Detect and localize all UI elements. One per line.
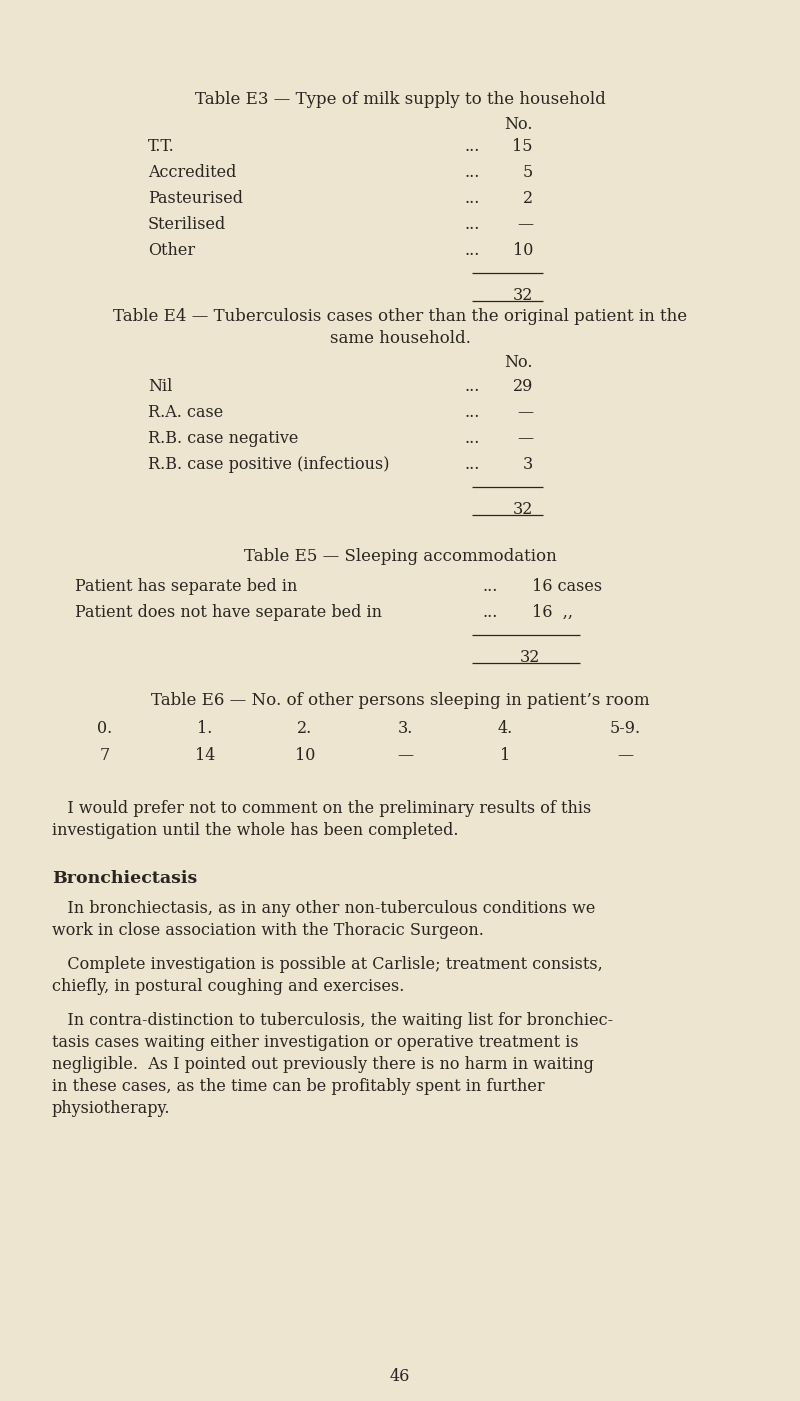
Text: ...: ...: [464, 242, 480, 259]
Text: ...: ...: [464, 191, 480, 207]
Text: 14: 14: [195, 747, 215, 764]
Text: —: —: [617, 747, 633, 764]
Text: 32: 32: [520, 649, 540, 665]
Text: Other: Other: [148, 242, 195, 259]
Text: chiefly, in postural coughing and exercises.: chiefly, in postural coughing and exerci…: [52, 978, 404, 995]
Text: ...: ...: [464, 403, 480, 420]
Text: 32: 32: [513, 502, 533, 518]
Text: Patient does not have separate bed in: Patient does not have separate bed in: [75, 604, 382, 621]
Text: 2: 2: [523, 191, 533, 207]
Text: Sterilised: Sterilised: [148, 216, 226, 233]
Text: 3: 3: [522, 455, 533, 474]
Text: tasis cases waiting either investigation or operative treatment is: tasis cases waiting either investigation…: [52, 1034, 578, 1051]
Text: Table E5 — Sleeping accommodation: Table E5 — Sleeping accommodation: [244, 548, 556, 565]
Text: No.: No.: [505, 116, 533, 133]
Text: in these cases, as the time can be profitably spent in further: in these cases, as the time can be profi…: [52, 1077, 545, 1096]
Text: R.B. case positive (infectious): R.B. case positive (infectious): [148, 455, 390, 474]
Text: ...: ...: [464, 378, 480, 395]
Text: 10: 10: [295, 747, 315, 764]
Text: Nil: Nil: [148, 378, 172, 395]
Text: I would prefer not to comment on the preliminary results of this: I would prefer not to comment on the pre…: [52, 800, 591, 817]
Text: ...: ...: [464, 216, 480, 233]
Text: 32: 32: [513, 287, 533, 304]
Text: work in close association with the Thoracic Surgeon.: work in close association with the Thora…: [52, 922, 484, 939]
Text: investigation until the whole has been completed.: investigation until the whole has been c…: [52, 822, 458, 839]
Text: —: —: [517, 403, 533, 420]
Text: same household.: same household.: [330, 331, 470, 347]
Text: ...: ...: [482, 604, 498, 621]
Text: Bronchiectasis: Bronchiectasis: [52, 870, 198, 887]
Text: 7: 7: [100, 747, 110, 764]
Text: Patient has separate bed in: Patient has separate bed in: [75, 579, 298, 595]
Text: Table E4 — Tuberculosis cases other than the original patient in the: Table E4 — Tuberculosis cases other than…: [113, 308, 687, 325]
Text: 16 cases: 16 cases: [532, 579, 602, 595]
Text: 5-9.: 5-9.: [610, 720, 641, 737]
Text: —: —: [517, 430, 533, 447]
Text: 1.: 1.: [198, 720, 213, 737]
Text: negligible.  As I pointed out previously there is no harm in waiting: negligible. As I pointed out previously …: [52, 1056, 594, 1073]
Text: 16  ,,: 16 ,,: [532, 604, 573, 621]
Text: ...: ...: [464, 430, 480, 447]
Text: —: —: [397, 747, 413, 764]
Text: 1: 1: [500, 747, 510, 764]
Text: 29: 29: [513, 378, 533, 395]
Text: 15: 15: [513, 139, 533, 156]
Text: No.: No.: [505, 354, 533, 371]
Text: In contra-distinction to tuberculosis, the waiting list for bronchiec-: In contra-distinction to tuberculosis, t…: [52, 1012, 613, 1028]
Text: Accredited: Accredited: [148, 164, 236, 181]
Text: Pasteurised: Pasteurised: [148, 191, 243, 207]
Text: 46: 46: [390, 1367, 410, 1386]
Text: 2.: 2.: [298, 720, 313, 737]
Text: R.B. case negative: R.B. case negative: [148, 430, 298, 447]
Text: Table E3 — Type of milk supply to the household: Table E3 — Type of milk supply to the ho…: [194, 91, 606, 108]
Text: ...: ...: [464, 455, 480, 474]
Text: ...: ...: [482, 579, 498, 595]
Text: —: —: [517, 216, 533, 233]
Text: Table E6 — No. of other persons sleeping in patient’s room: Table E6 — No. of other persons sleeping…: [150, 692, 650, 709]
Text: T.T.: T.T.: [148, 139, 174, 156]
Text: 10: 10: [513, 242, 533, 259]
Text: R.A. case: R.A. case: [148, 403, 223, 420]
Text: physiotherapy.: physiotherapy.: [52, 1100, 170, 1117]
Text: ...: ...: [464, 164, 480, 181]
Text: In bronchiectasis, as in any other non-tuberculous conditions we: In bronchiectasis, as in any other non-t…: [52, 899, 595, 918]
Text: 3.: 3.: [398, 720, 413, 737]
Text: 4.: 4.: [498, 720, 513, 737]
Text: 5: 5: [522, 164, 533, 181]
Text: Complete investigation is possible at Carlisle; treatment consists,: Complete investigation is possible at Ca…: [52, 955, 602, 974]
Text: ...: ...: [464, 139, 480, 156]
Text: 0.: 0.: [98, 720, 113, 737]
